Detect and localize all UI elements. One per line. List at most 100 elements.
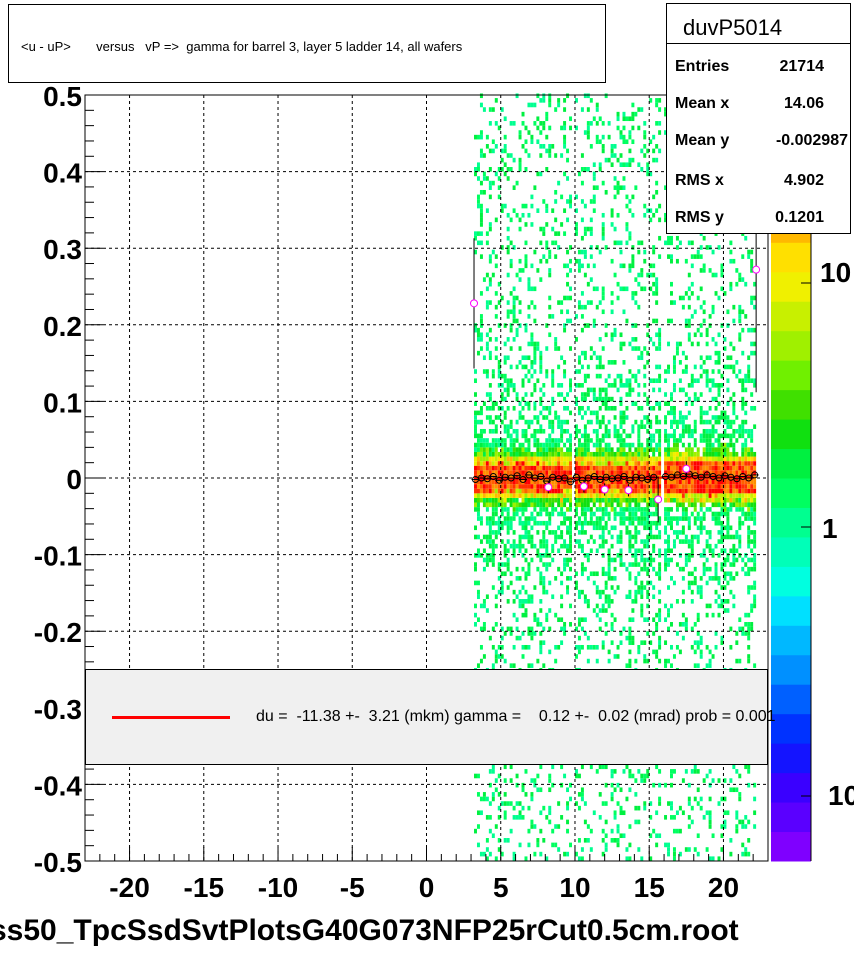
heatmap-cell [539, 544, 542, 549]
heatmap-cell [703, 447, 706, 452]
heatmap-cell [596, 365, 599, 370]
heatmap-cell [489, 636, 492, 641]
heatmap-cell [750, 507, 753, 512]
heatmap-cell [533, 498, 536, 503]
heatmap-cell [709, 815, 712, 820]
heatmap-cell [533, 507, 536, 512]
heatmap-cell [507, 245, 510, 250]
heatmap-cell [602, 829, 605, 834]
heatmap-cell [596, 769, 599, 774]
heatmap-cell [530, 264, 533, 269]
heatmap-cell [560, 126, 563, 131]
heatmap-cell [631, 112, 634, 117]
heatmap-cell [527, 562, 530, 567]
heatmap-cell [617, 503, 620, 508]
heatmap-cell [492, 512, 495, 517]
heatmap-cell [507, 355, 510, 360]
heatmap-cell [709, 268, 712, 273]
heatmap-cell [527, 130, 530, 135]
heatmap-cell [608, 466, 611, 471]
heatmap-cell [539, 388, 542, 393]
heatmap-cell [539, 360, 542, 365]
heatmap-cell [700, 438, 703, 443]
heatmap-cell [551, 764, 554, 769]
heatmap-cell [489, 801, 492, 806]
heatmap-cell [578, 493, 581, 498]
heatmap-cell [634, 553, 637, 558]
heatmap-cell [634, 590, 637, 595]
heatmap-cell [560, 392, 563, 397]
heatmap-cell [706, 581, 709, 586]
heatmap-cell [554, 539, 557, 544]
heatmap-cell [519, 457, 522, 462]
heatmap-cell [667, 548, 670, 553]
heatmap-cell [483, 493, 486, 498]
x-tick-label: 5 [493, 872, 509, 903]
heatmap-cell [539, 553, 542, 558]
heatmap-cell [560, 815, 563, 820]
heatmap-cell [504, 461, 507, 466]
heatmap-cell [522, 452, 525, 457]
heatmap-cell [664, 484, 667, 489]
heatmap-cell [563, 107, 566, 112]
heatmap-cell [735, 571, 738, 576]
heatmap-cell [688, 581, 691, 586]
heatmap-cell [750, 296, 753, 301]
heatmap-cell [718, 470, 721, 475]
heatmap-cell [539, 576, 542, 581]
heatmap-cell [581, 461, 584, 466]
heatmap-cell [486, 231, 489, 236]
heatmap-cell [643, 525, 646, 530]
heatmap-cell [569, 452, 572, 457]
magenta-point [580, 483, 587, 490]
heatmap-cell [596, 516, 599, 521]
heatmap-cell [706, 567, 709, 572]
heatmap-cell [504, 162, 507, 167]
heatmap-cell [596, 420, 599, 425]
heatmap-cell [507, 521, 510, 526]
heatmap-cell [697, 328, 700, 333]
heatmap-cell [522, 434, 525, 439]
color-bar-segment [771, 272, 811, 302]
heatmap-cell [643, 213, 646, 218]
heatmap-cell [703, 360, 706, 365]
heatmap-cell [557, 847, 560, 852]
heatmap-cell [513, 287, 516, 292]
heatmap-cell [545, 466, 548, 471]
heatmap-cell [747, 622, 750, 627]
heatmap-cell [715, 342, 718, 347]
heatmap-cell [697, 378, 700, 383]
heatmap-cell [608, 594, 611, 599]
heatmap-cell [590, 461, 593, 466]
heatmap-cell [507, 424, 510, 429]
heatmap-cell [504, 521, 507, 526]
heatmap-cell [596, 185, 599, 190]
heatmap-cell [744, 512, 747, 517]
heatmap-cell [566, 250, 569, 255]
heatmap-cell [608, 562, 611, 567]
heatmap-cell [474, 378, 477, 383]
heatmap-cell [584, 457, 587, 462]
heatmap-cell [617, 645, 620, 650]
heatmap-cell [631, 195, 634, 200]
heatmap-cell [590, 346, 593, 351]
heatmap-cell [590, 388, 593, 393]
heatmap-cell [495, 787, 498, 792]
heatmap-cell [527, 503, 530, 508]
heatmap-cell [664, 604, 667, 609]
heatmap-cell [480, 461, 483, 466]
heatmap-cell [715, 429, 718, 434]
heatmap-cell [554, 241, 557, 246]
heatmap-cell [679, 452, 682, 457]
heatmap-cell [516, 420, 519, 425]
heatmap-cell [557, 548, 560, 553]
heatmap-cell [643, 392, 646, 397]
heatmap-cell [700, 806, 703, 811]
heatmap-cell [697, 769, 700, 774]
heatmap-cell [628, 787, 631, 792]
heatmap-cell [507, 250, 510, 255]
heatmap-cell [605, 323, 608, 328]
heatmap-cell [691, 342, 694, 347]
heatmap-cell [631, 388, 634, 393]
heatmap-cell [492, 452, 495, 457]
